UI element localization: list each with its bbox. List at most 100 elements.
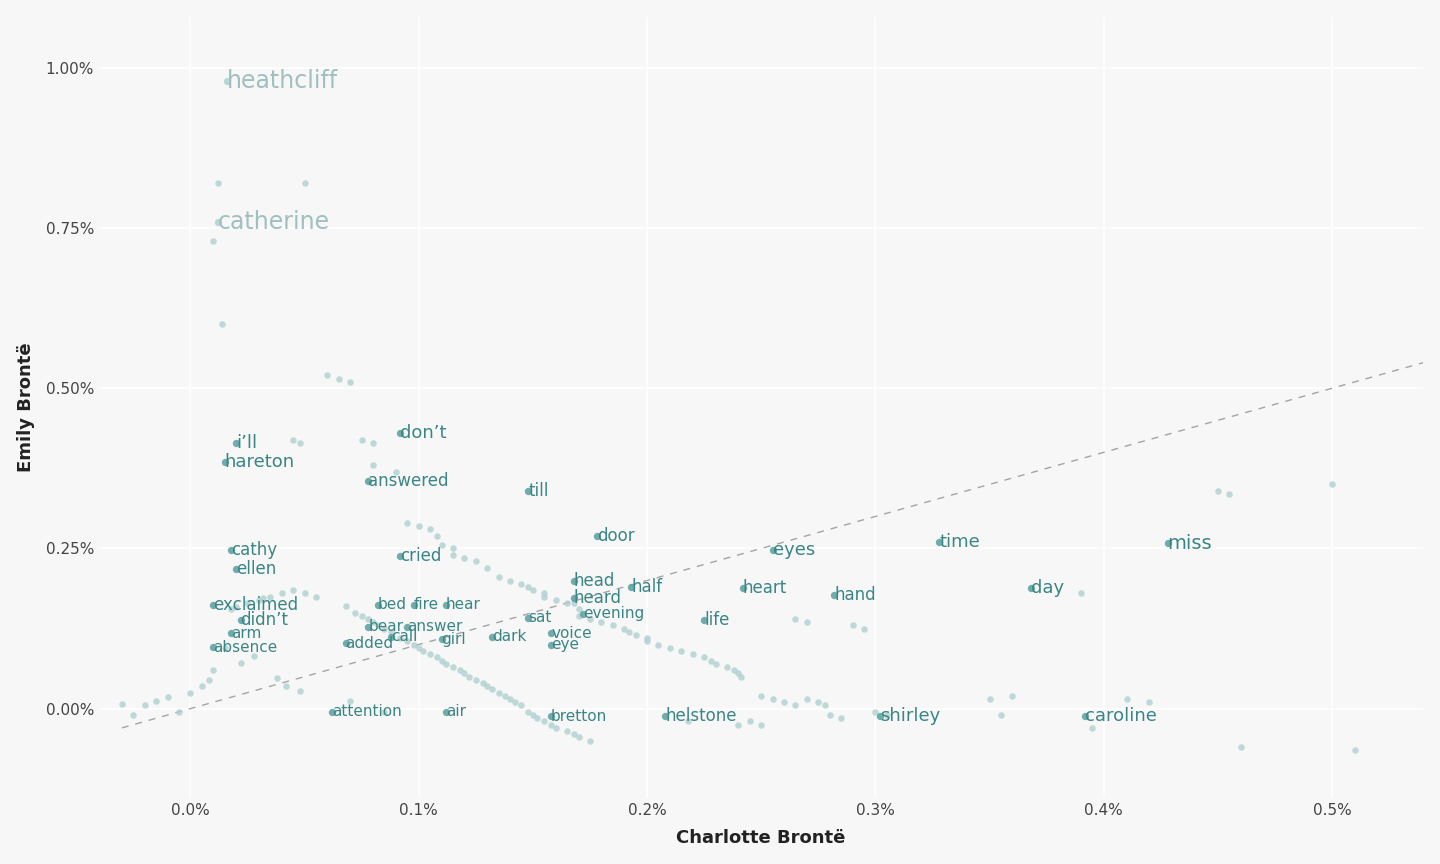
Point — [320, 705, 343, 719]
Point — [498, 574, 521, 588]
Text: answered: answered — [369, 473, 449, 490]
Point — [750, 689, 773, 702]
Point — [681, 647, 704, 661]
Point — [384, 465, 408, 479]
Point — [431, 654, 454, 668]
Point — [343, 606, 366, 619]
Point — [452, 666, 475, 680]
Point — [225, 562, 248, 576]
Point — [252, 592, 275, 606]
Text: arm: arm — [232, 626, 262, 640]
Point — [1138, 696, 1161, 709]
Point — [852, 622, 876, 636]
Point — [206, 176, 229, 190]
Point — [220, 543, 243, 556]
Point — [783, 698, 806, 712]
Text: helstone: helstone — [665, 708, 737, 726]
Point — [403, 598, 426, 612]
Text: hear: hear — [446, 597, 481, 613]
Point — [739, 715, 762, 728]
Point — [327, 372, 350, 385]
Point — [225, 435, 248, 449]
Point — [419, 647, 442, 661]
Point — [480, 683, 503, 696]
Point — [563, 596, 586, 610]
Point — [533, 715, 556, 728]
Point — [1001, 689, 1024, 702]
Point — [132, 698, 156, 712]
Point — [795, 692, 818, 706]
Point — [602, 619, 625, 632]
Text: caroline: caroline — [1086, 708, 1158, 726]
Point — [334, 637, 357, 651]
Point — [389, 632, 412, 645]
Point — [210, 317, 233, 331]
Point — [202, 640, 225, 654]
Point — [772, 696, 795, 709]
Point — [248, 593, 271, 607]
Text: answer: answer — [408, 619, 462, 634]
Point — [1115, 692, 1138, 706]
Text: heart: heart — [743, 579, 788, 597]
Point — [213, 455, 236, 469]
Text: time: time — [939, 533, 981, 551]
Point — [1070, 587, 1093, 600]
Point — [1230, 740, 1253, 754]
Point — [521, 708, 544, 722]
Point — [732, 581, 755, 595]
Text: eye: eye — [552, 637, 579, 652]
Text: hand: hand — [834, 586, 876, 604]
Point — [762, 543, 785, 556]
Point — [357, 474, 380, 488]
Point — [419, 523, 442, 537]
Text: catherine: catherine — [217, 210, 330, 233]
Point — [236, 596, 259, 610]
Point — [389, 426, 412, 440]
Point — [619, 580, 642, 594]
Text: day: day — [1031, 579, 1064, 597]
Point — [202, 234, 225, 248]
Point — [357, 612, 380, 626]
Point — [373, 705, 396, 719]
Point — [425, 651, 448, 664]
Text: added: added — [346, 636, 393, 651]
Point — [563, 574, 586, 588]
Point — [517, 611, 540, 625]
Point — [442, 542, 465, 556]
Point — [841, 619, 864, 632]
Point — [403, 638, 426, 651]
Point — [471, 677, 494, 690]
Point — [373, 622, 396, 636]
Point — [806, 696, 829, 709]
Text: bear: bear — [369, 619, 403, 634]
Point — [567, 731, 590, 745]
Point — [366, 598, 389, 612]
Point — [431, 538, 454, 552]
Point — [282, 583, 305, 597]
Text: miss: miss — [1168, 534, 1212, 553]
Point — [635, 632, 658, 645]
Point — [1081, 721, 1104, 734]
Text: don’t: don’t — [400, 424, 446, 442]
Point — [1207, 484, 1230, 498]
Point — [978, 692, 1001, 706]
Point — [389, 550, 412, 563]
Point — [517, 484, 540, 498]
Point — [202, 598, 225, 612]
Point — [435, 657, 458, 670]
Point — [271, 587, 294, 600]
Point — [206, 215, 229, 229]
Point — [396, 634, 419, 648]
Point — [868, 709, 891, 723]
Point — [408, 519, 431, 533]
Point — [795, 615, 818, 629]
Point — [288, 435, 311, 449]
Point — [670, 644, 693, 658]
Point — [989, 708, 1012, 722]
Point — [361, 615, 384, 629]
Point — [729, 670, 752, 683]
Point — [452, 551, 475, 565]
Point — [396, 516, 419, 530]
Point — [556, 596, 579, 610]
Point — [156, 690, 179, 704]
